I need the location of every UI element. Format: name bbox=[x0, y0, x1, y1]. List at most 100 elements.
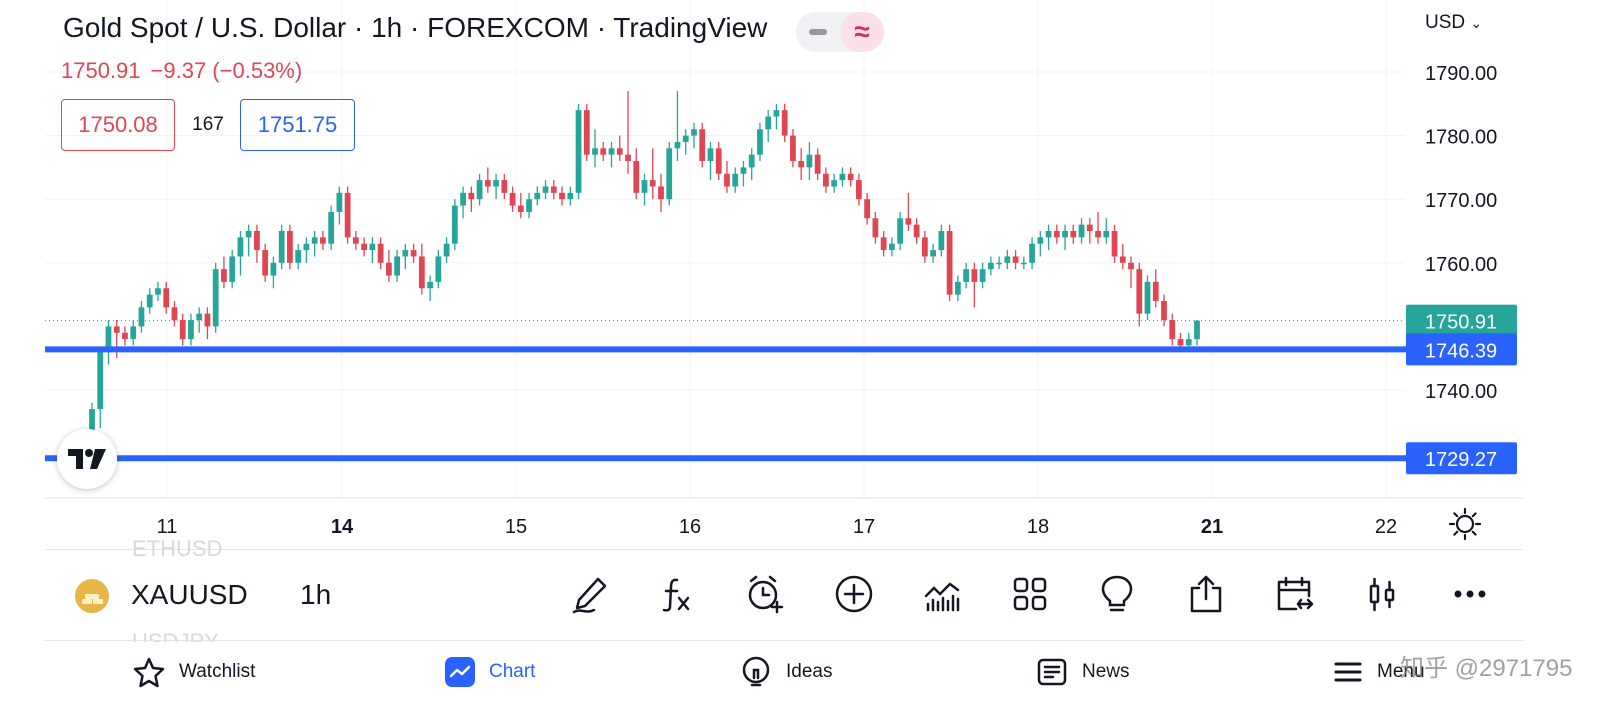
layouts-grid-icon[interactable] bbox=[1008, 572, 1052, 616]
candle-up bbox=[765, 116, 772, 130]
minus-icon[interactable] bbox=[796, 12, 840, 52]
candle-up bbox=[138, 307, 145, 327]
candle-down bbox=[1152, 281, 1159, 301]
candle-down bbox=[262, 250, 269, 276]
x-tick-label: 17 bbox=[853, 516, 875, 538]
alert-clock-icon[interactable] bbox=[743, 572, 787, 616]
x-tick-label: 14 bbox=[331, 516, 354, 538]
indicators-fx-icon[interactable] bbox=[655, 572, 699, 616]
candle-up bbox=[443, 243, 450, 257]
chart-type-icon[interactable] bbox=[920, 572, 964, 616]
candle-up bbox=[1062, 231, 1068, 238]
candle-up bbox=[1045, 231, 1052, 238]
chart-divider bbox=[45, 549, 1523, 550]
share-icon[interactable] bbox=[1184, 572, 1228, 616]
candle-down bbox=[501, 180, 508, 193]
price-chart[interactable]: 1790.00 1780.00 1770.00 1760.00 1740.00 11 14 1… bbox=[0, 0, 1600, 550]
candle-down bbox=[946, 231, 953, 295]
candle-up bbox=[369, 243, 376, 251]
chart-title: Gold Spot / U.S. Dollar · 1h · FOREXCOM … bbox=[63, 12, 768, 43]
candle-down bbox=[1161, 300, 1167, 321]
candle-up bbox=[460, 192, 466, 206]
candle-down bbox=[724, 173, 730, 187]
last-price-text: 1750.91 bbox=[61, 58, 141, 83]
candle-up bbox=[237, 237, 244, 257]
candle-down bbox=[559, 192, 565, 200]
candle-down bbox=[872, 218, 879, 238]
x-tick-label: 16 bbox=[679, 516, 701, 538]
nav-menu[interactable]: Menu bbox=[1333, 650, 1425, 694]
candle-up bbox=[105, 326, 112, 352]
candle-down bbox=[410, 250, 417, 257]
x-tick-label: 22 bbox=[1375, 516, 1397, 538]
candle-down bbox=[814, 154, 821, 174]
draw-tool-icon[interactable] bbox=[568, 572, 612, 616]
chart-mode-toggle[interactable]: ≈ bbox=[796, 12, 884, 52]
nav-menu-label: Menu bbox=[1377, 661, 1425, 682]
nav-chart[interactable]: Chart bbox=[445, 650, 535, 694]
candle-up bbox=[592, 148, 598, 155]
candle-down bbox=[649, 180, 656, 187]
candle-up bbox=[188, 320, 194, 340]
sell-price-button[interactable]: 1750.08 bbox=[61, 99, 175, 151]
buy-price-button[interactable]: 1751.75 bbox=[240, 99, 355, 151]
last-price-badge bbox=[1406, 304, 1517, 337]
tradingview-logo-icon[interactable] bbox=[57, 429, 117, 489]
candle-up bbox=[328, 211, 335, 244]
candle-down bbox=[905, 218, 912, 225]
candle-up bbox=[130, 326, 137, 340]
y-tick-label: 1790.00 bbox=[1425, 63, 1497, 85]
level-label: 1729.27 bbox=[1425, 449, 1497, 471]
candle-up bbox=[526, 199, 532, 212]
more-icon[interactable] bbox=[1448, 572, 1492, 616]
candle-up bbox=[938, 231, 945, 251]
candle-up bbox=[146, 294, 153, 308]
interval-selector[interactable]: 1h bbox=[300, 579, 332, 610]
candle-down bbox=[385, 262, 392, 276]
currency-select[interactable]: USD ⌄ bbox=[1425, 12, 1482, 34]
toolbar-divider bbox=[45, 640, 1523, 641]
candle-up bbox=[435, 256, 442, 282]
nav-news[interactable]: News bbox=[1036, 650, 1130, 694]
candle-up bbox=[295, 250, 302, 263]
change-text: −9.37 (−0.53%) bbox=[150, 58, 303, 83]
candle-up bbox=[740, 167, 747, 174]
candle-down bbox=[517, 205, 524, 212]
candle-down bbox=[880, 237, 887, 251]
candle-down bbox=[971, 269, 978, 282]
candle-down bbox=[550, 186, 557, 193]
candle-down bbox=[344, 192, 351, 238]
ghost-symbol-below: USDJPY bbox=[132, 629, 219, 642]
candle-up bbox=[336, 192, 343, 212]
candle-down bbox=[320, 237, 326, 244]
nav-ideas[interactable]: Ideas bbox=[740, 650, 832, 694]
watermark: 知乎 @2971795 bbox=[1400, 655, 1573, 682]
approx-icon[interactable]: ≈ bbox=[840, 12, 884, 52]
date-range-icon[interactable] bbox=[1272, 572, 1316, 616]
symbol-selector[interactable]: XAUUSD bbox=[131, 579, 248, 610]
candle-down bbox=[122, 332, 128, 340]
candle-up bbox=[641, 180, 648, 193]
candle-up bbox=[311, 237, 318, 244]
x-tick-label: 21 bbox=[1201, 516, 1223, 538]
candle-down bbox=[1111, 231, 1118, 257]
nav-watchlist-label: Watchlist bbox=[179, 661, 256, 682]
candle-down bbox=[113, 326, 120, 333]
candle-down bbox=[1053, 231, 1060, 238]
x-tick-label: 18 bbox=[1027, 516, 1049, 538]
level-label: 1746.39 bbox=[1425, 340, 1497, 362]
candle-down bbox=[254, 231, 260, 251]
candle-down bbox=[509, 192, 516, 206]
x-tick-label: 11 bbox=[157, 516, 178, 538]
candles-icon[interactable] bbox=[1360, 572, 1404, 616]
chevron-down-icon: ⌄ bbox=[1470, 15, 1483, 31]
theme-sun-icon[interactable] bbox=[1448, 507, 1482, 541]
bulb-icon bbox=[742, 656, 770, 687]
nav-watchlist[interactable]: Watchlist bbox=[133, 650, 255, 694]
candle-down bbox=[1012, 256, 1019, 263]
ideas-bulb-icon[interactable] bbox=[1095, 572, 1139, 616]
candle-up bbox=[839, 173, 846, 181]
add-circle-icon[interactable] bbox=[832, 572, 876, 616]
candle-down bbox=[856, 180, 862, 200]
candle-down bbox=[287, 231, 293, 263]
